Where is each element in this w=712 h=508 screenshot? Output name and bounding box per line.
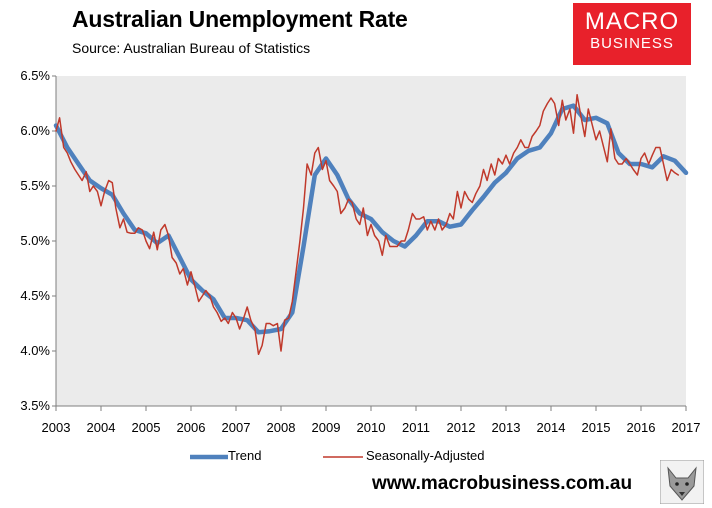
x-tick-label: 2009 xyxy=(312,420,341,435)
x-tick-label: 2008 xyxy=(267,420,296,435)
x-axis: 2003 2004 2005 2006 2007 2008 2009 2010 2011 2012… xyxy=(42,405,701,435)
wolf-mascot-icon xyxy=(660,460,704,504)
y-tick-label: 5.5% xyxy=(20,178,50,193)
x-tick-label: 2013 xyxy=(492,420,521,435)
logo-line-1: MACRO xyxy=(584,8,680,35)
y-tick-label: 6.0% xyxy=(20,123,50,138)
legend-trend-swatch xyxy=(190,454,228,460)
x-tick-label: 2015 xyxy=(582,420,611,435)
logo-line-2: BUSINESS xyxy=(590,35,674,52)
y-tick-label: 4.5% xyxy=(20,288,50,303)
x-tick-label: 2014 xyxy=(537,420,566,435)
x-tick-label: 2004 xyxy=(87,420,116,435)
x-tick-label: 2005 xyxy=(132,420,161,435)
legend-sa-label: Seasonally-Adjusted xyxy=(366,448,485,463)
series-layer xyxy=(53,93,689,356)
seasonally-adjusted-series-line xyxy=(55,93,680,356)
x-tick-label: 2007 xyxy=(222,420,251,435)
x-tick-label: 2003 xyxy=(42,420,71,435)
x-tick-label: 2012 xyxy=(447,420,476,435)
x-tick-label: 2006 xyxy=(177,420,206,435)
chart-title: Australian Unemployment Rate xyxy=(72,6,408,32)
x-tick-label: 2016 xyxy=(627,420,656,435)
x-tick-label: 2011 xyxy=(402,420,430,435)
y-tick-label: 6.5% xyxy=(20,68,50,83)
chart-subtitle: Source: Australian Bureau of Statistics xyxy=(72,40,311,56)
y-axis: 3.5% 4.0% 4.5% 5.0% 5.5% 6.0% 6.5% xyxy=(20,68,57,413)
y-tick-label: 4.0% xyxy=(20,343,50,358)
macrobusiness-logo: MACRO BUSINESS xyxy=(573,3,691,65)
y-tick-label: 3.5% xyxy=(20,398,50,413)
x-tick-label: 2017 xyxy=(672,420,701,435)
y-tick-label: 5.0% xyxy=(20,233,50,248)
legend-trend-label: Trend xyxy=(228,448,262,463)
legend-sa-swatch xyxy=(323,456,363,458)
x-tick-label: 2010 xyxy=(357,420,386,435)
plot-area xyxy=(56,76,686,406)
footer-website: www.macrobusiness.com.au xyxy=(372,473,633,494)
